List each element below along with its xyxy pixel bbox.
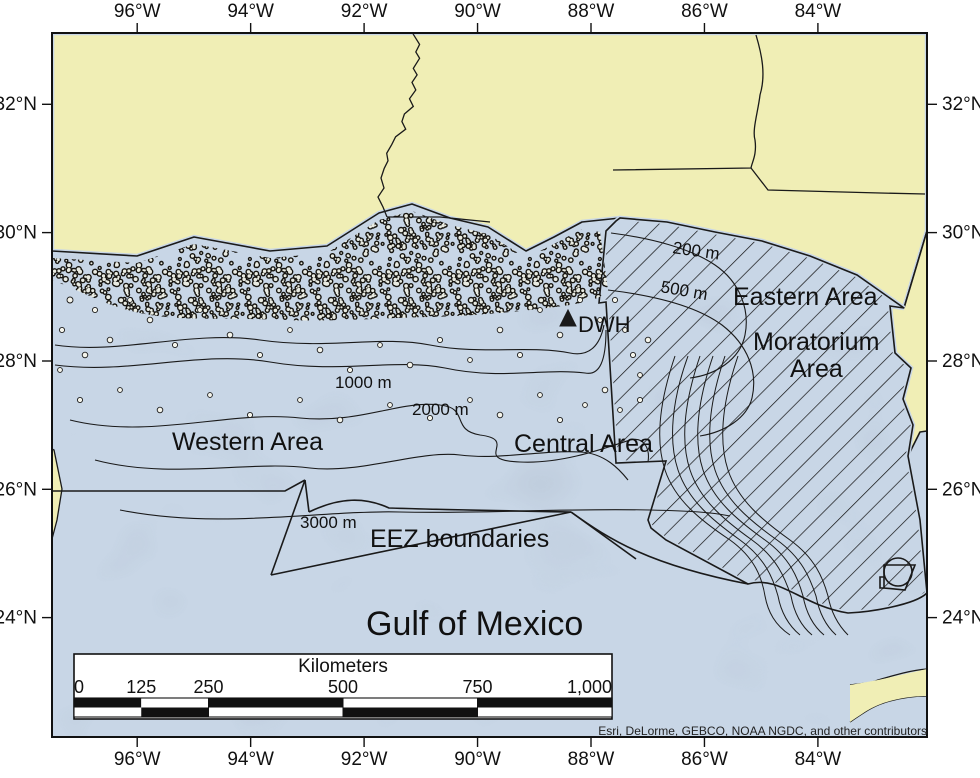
svg-text:Area: Area: [790, 355, 843, 383]
svg-text:24°N: 24°N: [942, 608, 980, 629]
svg-text:92°W: 92°W: [341, 1, 388, 22]
svg-text:Central Area: Central Area: [514, 430, 653, 458]
svg-text:Eastern Area: Eastern Area: [733, 283, 878, 311]
svg-text:Esri, DeLorme, GEBCO, NOAA NGD: Esri, DeLorme, GEBCO, NOAA NGDC, and oth…: [598, 724, 927, 738]
svg-text:750: 750: [462, 677, 492, 697]
svg-text:500: 500: [328, 677, 358, 697]
svg-text:2000 m: 2000 m: [412, 400, 469, 419]
svg-text:24°N: 24°N: [0, 608, 37, 629]
svg-text:96°W: 96°W: [114, 1, 161, 22]
svg-text:28°N: 28°N: [0, 351, 37, 372]
svg-text:96°W: 96°W: [114, 749, 161, 770]
svg-text:Western Area: Western Area: [172, 428, 323, 456]
svg-text:30°N: 30°N: [942, 223, 980, 244]
svg-text:86°W: 86°W: [681, 1, 728, 22]
svg-text:26°N: 26°N: [942, 479, 980, 500]
svg-text:84°W: 84°W: [795, 1, 842, 22]
svg-text:32°N: 32°N: [942, 94, 980, 115]
svg-text:EEZ boundaries: EEZ boundaries: [370, 525, 549, 553]
svg-text:90°W: 90°W: [454, 749, 501, 770]
svg-text:1,000: 1,000: [567, 677, 612, 697]
svg-text:1000 m: 1000 m: [335, 373, 392, 392]
svg-text:88°W: 88°W: [568, 1, 615, 22]
svg-text:26°N: 26°N: [0, 479, 37, 500]
svg-text:92°W: 92°W: [341, 749, 388, 770]
svg-text:3000 m: 3000 m: [300, 513, 357, 532]
svg-text:DWH: DWH: [578, 312, 631, 337]
svg-text:Kilometers: Kilometers: [298, 656, 388, 677]
svg-text:250: 250: [193, 677, 223, 697]
svg-text:125: 125: [126, 677, 156, 697]
svg-text:90°W: 90°W: [454, 1, 501, 22]
svg-text:Moratorium: Moratorium: [753, 328, 879, 356]
svg-text:32°N: 32°N: [0, 94, 37, 115]
svg-text:84°W: 84°W: [795, 749, 842, 770]
svg-text:0: 0: [74, 677, 84, 697]
svg-text:30°N: 30°N: [0, 223, 37, 244]
svg-text:28°N: 28°N: [942, 351, 980, 372]
svg-text:94°W: 94°W: [227, 1, 274, 22]
svg-text:88°W: 88°W: [568, 749, 615, 770]
svg-text:86°W: 86°W: [681, 749, 728, 770]
svg-text:94°W: 94°W: [227, 749, 274, 770]
svg-text:Gulf of Mexico: Gulf of Mexico: [366, 605, 583, 643]
